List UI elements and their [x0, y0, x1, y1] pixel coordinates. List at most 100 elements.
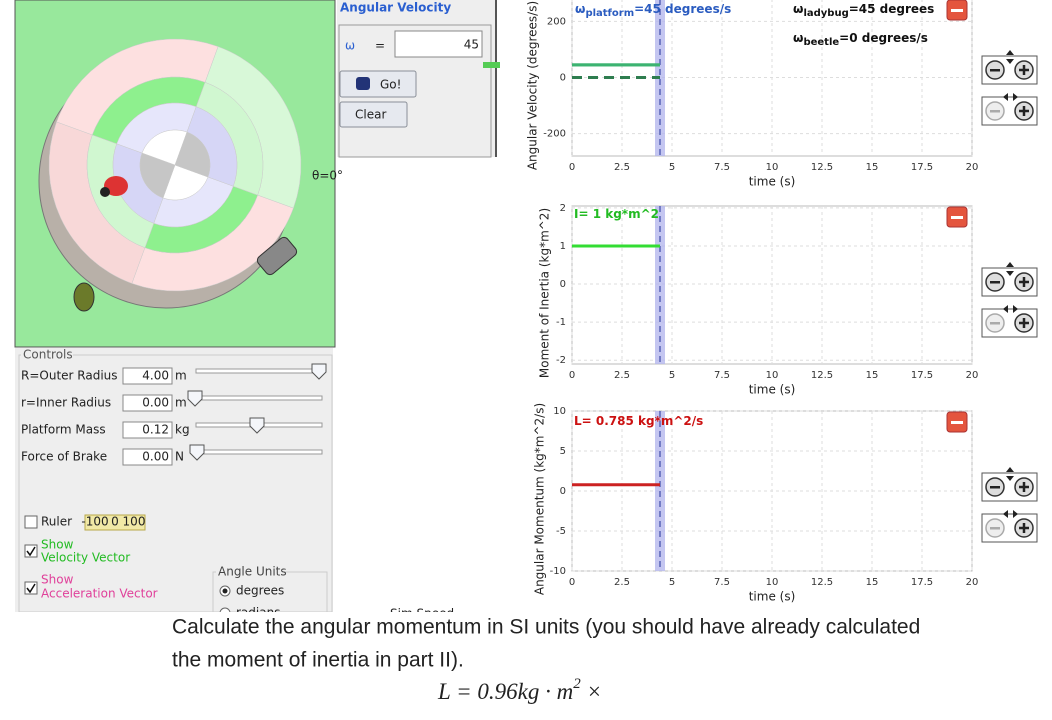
slider-thumb[interactable] — [311, 363, 327, 380]
zoom-out-icon — [990, 110, 1000, 113]
panel-frame — [338, 24, 492, 158]
zoom-in-icon — [1019, 482, 1029, 492]
zoom-out-icon — [990, 69, 1000, 72]
series-value: =45 degrees — [849, 2, 935, 16]
control-unit: N — [175, 450, 184, 464]
doc-text: the moment of inertia in part II). — [172, 649, 464, 672]
slider-thumb[interactable] — [249, 417, 265, 434]
y-tick-label: 1 — [560, 241, 566, 252]
y-axis-title: Angular Momentum (kg*m^2/s) — [533, 403, 547, 595]
velocity-label[interactable]: Show — [41, 538, 74, 552]
x-tick-label: 0 — [569, 577, 575, 588]
radio-label[interactable]: radians — [236, 606, 280, 620]
go-button[interactable] — [339, 70, 417, 98]
series-name: L — [574, 414, 582, 428]
x-tick-label: 12.5 — [811, 577, 833, 588]
zoom-in-icon — [1019, 65, 1029, 75]
slider-track[interactable] — [195, 395, 323, 401]
x-axis-title: time (s) — [749, 175, 796, 189]
x-tick-label: 10 — [766, 577, 779, 588]
x-tick-label: 20 — [966, 577, 979, 588]
controls-title: Controls — [23, 348, 73, 362]
series-label: I= 1 kg*m^2 — [574, 207, 659, 221]
ruler-tick: 100 — [123, 515, 146, 529]
slider-track[interactable] — [195, 449, 323, 455]
control-value[interactable]: 0.00 — [142, 396, 169, 410]
zoom-arrow — [1003, 93, 1018, 101]
zoom-in-icon — [1019, 318, 1029, 328]
velocity-label[interactable]: Velocity Vector — [41, 551, 130, 565]
radio-label[interactable]: degrees — [236, 584, 284, 598]
velocity-checkbox[interactable] — [24, 544, 38, 558]
control-input[interactable] — [122, 394, 173, 412]
x-tick-label: 2.5 — [614, 577, 630, 588]
y-tick-label: 2 — [560, 203, 566, 214]
ruler-label[interactable]: Ruler — [41, 515, 72, 529]
series-name: I — [574, 207, 578, 221]
acceleration-label[interactable]: Show — [41, 573, 74, 587]
series-label: L= 0.785 kg*m^2/s — [574, 414, 703, 428]
zoom-out-icon — [990, 322, 1000, 325]
x-axis-title: time (s) — [749, 590, 796, 604]
series-name: ladybug — [803, 8, 848, 19]
acceleration-label[interactable]: Acceleration Vector — [41, 587, 158, 601]
panel-title: Angular Velocity — [340, 1, 451, 15]
platform-sector — [139, 152, 176, 199]
series-name: beetle — [803, 37, 839, 48]
x-tick-label: 20 — [966, 162, 979, 173]
ruler-checkbox[interactable] — [24, 515, 38, 529]
angle-units-title-bg — [216, 566, 282, 578]
zoom-arrow — [1006, 262, 1014, 276]
control-value[interactable]: 0.12 — [142, 423, 169, 437]
simulation: θ=0° Angular Velocity ω = 45 Go! Clear C… — [14, 0, 1038, 621]
slider-thumb[interactable] — [189, 444, 205, 461]
control-input[interactable] — [122, 448, 173, 466]
y-tick-label: -1 — [556, 317, 566, 328]
series-value: = 0.785 kg*m^2/s — [582, 414, 704, 428]
y-axis-title: Moment of Inertia (kg*m^2) — [538, 208, 552, 378]
control-value[interactable]: 4.00 — [142, 369, 169, 383]
x-tick-label: 10 — [766, 162, 779, 173]
x-tick-label: 7.5 — [714, 577, 730, 588]
x-tick-label: 17.5 — [911, 162, 933, 173]
acceleration-checkbox[interactable] — [24, 581, 38, 595]
equation-after: × — [581, 679, 602, 704]
ruler-tick: -100 — [81, 515, 108, 529]
clear-button[interactable] — [339, 101, 408, 128]
x-tick-label: 0 — [569, 370, 575, 381]
y-tick-label: 0 — [560, 486, 566, 497]
omega-value[interactable]: 45 — [464, 38, 479, 52]
checkmark — [26, 546, 36, 557]
x-tick-label: 10 — [766, 370, 779, 381]
omega-equals: = — [375, 39, 385, 53]
slider-thumb[interactable] — [187, 390, 203, 407]
control-input[interactable] — [122, 421, 173, 439]
platform-sector — [162, 164, 209, 201]
control-unit: m — [175, 369, 187, 383]
y-tick-label: 0 — [560, 73, 566, 84]
x-tick-label: 5 — [669, 370, 675, 381]
series-label: ωladybug=45 degrees — [793, 2, 934, 20]
x-tick-label: 15 — [866, 162, 879, 173]
clear-label[interactable]: Clear — [355, 108, 386, 122]
go-label[interactable]: Go! — [380, 78, 401, 92]
close-icon — [951, 9, 963, 12]
platform-sector — [174, 131, 211, 178]
zoom-arrow — [1006, 50, 1014, 64]
y-tick-label: -2 — [556, 355, 566, 366]
radio-dot — [222, 588, 228, 594]
omega-input[interactable] — [394, 30, 483, 58]
y-axis-title: Angular Velocity (degrees/s) — [526, 1, 540, 170]
control-input[interactable] — [122, 367, 173, 385]
sim-speed-label: Sim Speed — [390, 607, 454, 621]
control-value[interactable]: 0.00 — [142, 450, 169, 464]
beetle — [73, 282, 95, 312]
series-symbol: ω — [793, 2, 803, 16]
y-tick-label: -200 — [543, 129, 566, 140]
x-tick-label: 2.5 — [614, 162, 630, 173]
series-label: ωbeetle=0 degrees/s — [793, 31, 928, 49]
slider-track[interactable] — [195, 368, 323, 374]
omega-symbol: ω — [345, 39, 355, 53]
radio-radians[interactable] — [219, 607, 231, 618]
close-icon — [951, 216, 963, 219]
